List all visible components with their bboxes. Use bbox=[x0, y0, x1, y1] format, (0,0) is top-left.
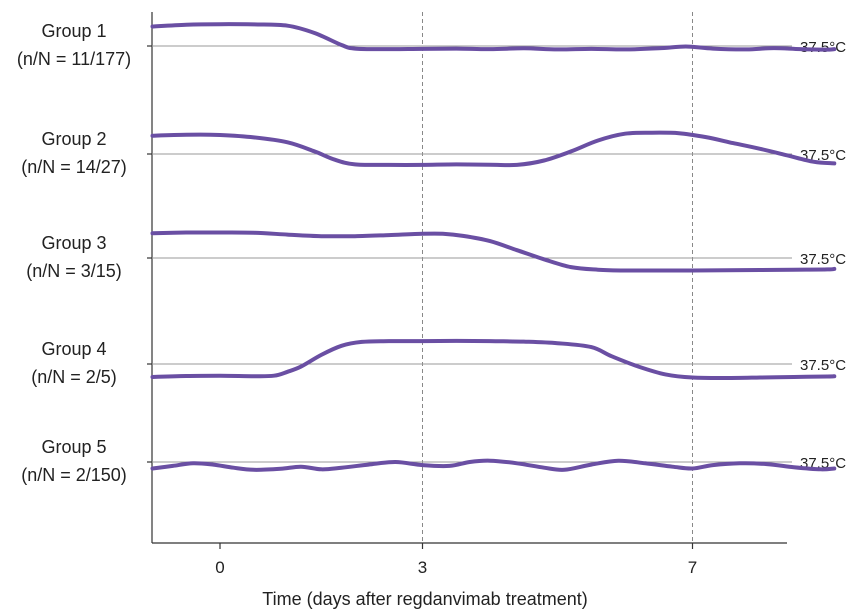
group-name: Group 1 bbox=[41, 21, 106, 41]
reference-label: 37.5°C bbox=[800, 39, 846, 56]
group-n-label: (n/N = 2/5) bbox=[31, 367, 117, 387]
series-line-group-2 bbox=[150, 130, 837, 168]
series-line-group-3 bbox=[150, 230, 837, 273]
x-tick-label: 0 bbox=[215, 558, 224, 577]
group-name: Group 4 bbox=[41, 339, 106, 359]
group-name: Group 2 bbox=[41, 129, 106, 149]
x-axis-label: Time (days after regdanvimab treatment) bbox=[262, 589, 587, 609]
group-n-label: (n/N = 3/15) bbox=[26, 261, 122, 281]
series-line-group-1 bbox=[150, 22, 837, 52]
reference-label: 37.5°C bbox=[800, 251, 846, 268]
group-name: Group 5 bbox=[41, 437, 106, 457]
reference-label: 37.5°C bbox=[800, 357, 846, 374]
group-n-label: (n/N = 2/150) bbox=[21, 465, 127, 485]
group-n-label: (n/N = 11/177) bbox=[17, 49, 131, 69]
series-line-group-4 bbox=[150, 338, 837, 381]
x-tick-label: 7 bbox=[688, 558, 697, 577]
x-tick-label: 3 bbox=[418, 558, 427, 577]
series-line-group-5 bbox=[150, 458, 837, 472]
group-n-label: (n/N = 14/27) bbox=[21, 157, 127, 177]
group-name: Group 3 bbox=[41, 233, 106, 253]
